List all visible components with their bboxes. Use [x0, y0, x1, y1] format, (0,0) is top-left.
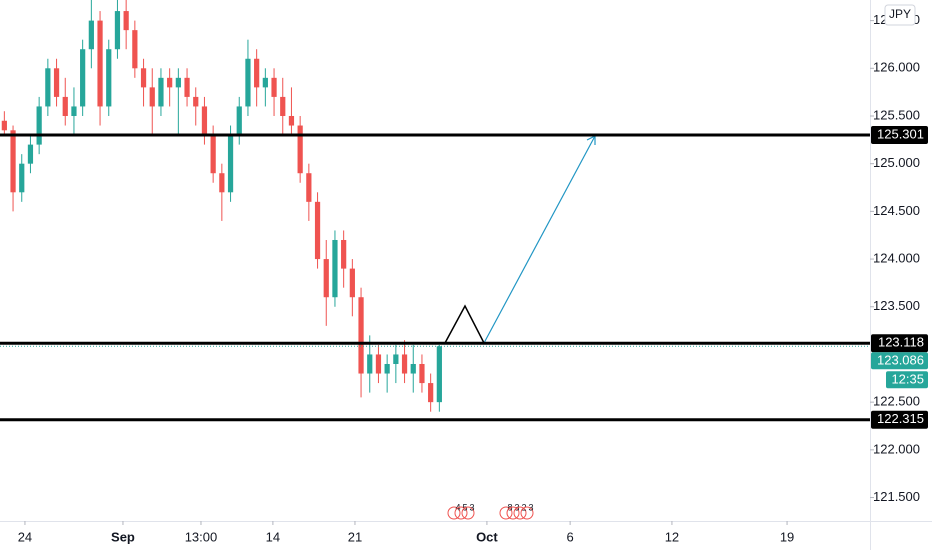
- candle-body: [210, 135, 216, 174]
- candle-body: [367, 354, 373, 374]
- candle-body: [323, 259, 329, 298]
- pattern-drawing: [444, 304, 485, 344]
- candle-body: [341, 239, 347, 269]
- candle-body: [254, 58, 260, 88]
- candle-body: [114, 11, 121, 50]
- candle-body: [140, 68, 147, 88]
- candle-body: [410, 363, 416, 374]
- candle-body: [245, 58, 251, 107]
- event-marker: [461, 506, 475, 520]
- level-label: 125.301: [877, 126, 924, 141]
- candle-body: [80, 49, 86, 107]
- level-label-box: [871, 334, 928, 353]
- y-tick-label: 122.000: [873, 441, 920, 456]
- y-tick-label: 122.500: [873, 394, 920, 409]
- level-label-box: [871, 125, 928, 144]
- current-price-label: 123.086: [877, 353, 924, 368]
- candle-body: [428, 383, 434, 403]
- candle-body: [36, 106, 42, 145]
- candle-body: [71, 106, 77, 116]
- candle-body: [88, 20, 94, 50]
- y-tick-label: 123.500: [873, 298, 920, 313]
- candle-body: [123, 11, 129, 31]
- event-marker: [520, 506, 534, 520]
- candle-body: [358, 297, 364, 374]
- plot-area: [1, 0, 442, 412]
- candle-body: [184, 77, 190, 97]
- current-price-box: [871, 352, 928, 370]
- candle-body: [158, 77, 164, 107]
- candle-body: [201, 106, 208, 136]
- candle-body: [53, 68, 60, 97]
- y-tick-label: 125.500: [873, 107, 920, 122]
- y-tick-label: 126.000: [873, 60, 920, 75]
- candle-body: [436, 346, 442, 403]
- candle-body: [175, 77, 181, 88]
- candle-body: [262, 77, 268, 88]
- candle-body: [332, 239, 338, 298]
- candle-body: [167, 77, 173, 88]
- level-label-box: [871, 410, 928, 429]
- level-label: 122.315: [877, 411, 924, 426]
- event-marker: [513, 506, 527, 520]
- x-tick-label: 13:00: [185, 529, 218, 544]
- x-tick-label: 21: [348, 529, 362, 544]
- candle-body: [97, 20, 103, 107]
- x-tick-label: Oct: [476, 529, 498, 544]
- candle-body: [419, 363, 425, 384]
- event-marker: [454, 506, 468, 520]
- candle-body: [384, 363, 390, 374]
- candle-body: [62, 96, 68, 116]
- candle-body: [10, 130, 16, 193]
- event-label: 3: [469, 502, 474, 512]
- candle-body: [375, 354, 382, 374]
- candle-body: [45, 68, 51, 107]
- x-tick-label: 6: [567, 529, 574, 544]
- candle-body: [306, 173, 312, 202]
- x-tick-label: 12: [665, 529, 679, 544]
- candle-body: [27, 144, 34, 164]
- candle-body: [106, 49, 112, 107]
- x-tick-label: Sep: [111, 529, 135, 544]
- level-label: 123.118: [878, 335, 924, 350]
- candle-body: [314, 201, 321, 260]
- candle-body: [227, 135, 234, 193]
- candle-body: [271, 77, 277, 97]
- candle-body: [193, 96, 199, 107]
- x-tick-label: 24: [18, 529, 32, 544]
- currency-label: JPY: [889, 7, 911, 21]
- candle-body: [297, 125, 303, 174]
- candle-body: [349, 268, 355, 298]
- candle-body: [280, 96, 286, 116]
- y-tick-label: 125.000: [873, 155, 920, 170]
- candle-body: [288, 115, 295, 126]
- y-tick-label: 121.500: [873, 489, 920, 504]
- x-tick-label: 19: [780, 529, 794, 544]
- countdown-label: 12:35: [891, 372, 924, 387]
- currency-box: [884, 4, 916, 26]
- candle-body: [132, 30, 138, 69]
- y-tick-label: 124.500: [873, 203, 920, 218]
- x-tick-label: 14: [266, 529, 280, 544]
- countdown-box: [886, 371, 928, 389]
- event-marker: [447, 506, 461, 520]
- event-marker: [506, 506, 520, 520]
- event-label: 3: [528, 502, 533, 512]
- candle-body: [393, 354, 399, 364]
- candle-body: [19, 163, 25, 193]
- candle-body: [1, 120, 7, 131]
- candle-body: [236, 106, 242, 136]
- candle-body: [219, 173, 225, 193]
- overlay: 121.500 122.000 122.500 123.500 124.000 124.5…: [0, 4, 928, 544]
- candle-body: [149, 87, 155, 107]
- projection-arrow: [483, 135, 596, 344]
- y-tick-label: 124.000: [873, 251, 920, 266]
- event-marker: [499, 506, 513, 520]
- candle-body: [401, 354, 408, 374]
